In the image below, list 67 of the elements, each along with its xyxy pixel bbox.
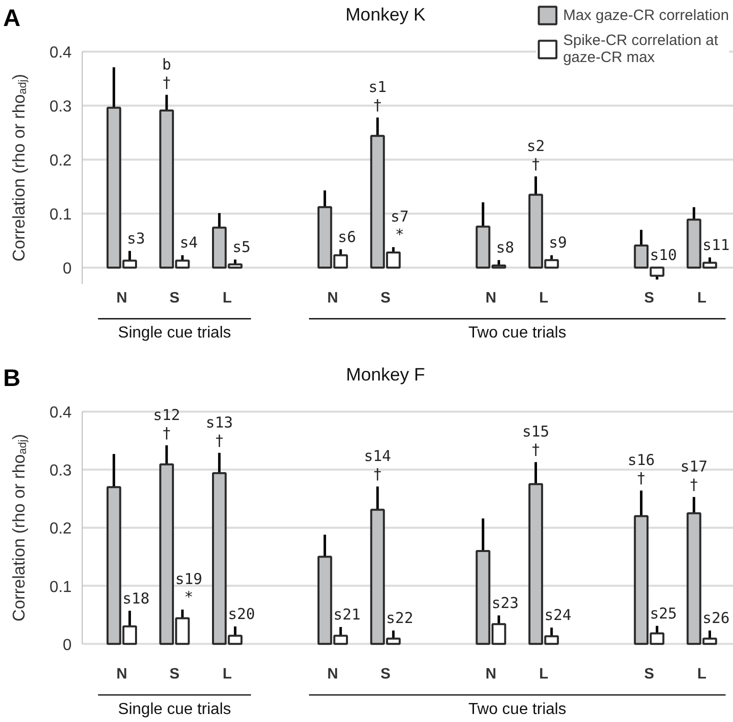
y-tick-label: 0.3 bbox=[49, 98, 72, 116]
y-tick-label: 0.3 bbox=[49, 462, 72, 480]
data-label: s9 bbox=[548, 234, 567, 252]
data-label: s8 bbox=[496, 238, 514, 257]
chart-title: Monkey F bbox=[346, 364, 425, 384]
legend-label: Spike-CR correlation at gaze-CR max bbox=[563, 32, 718, 66]
x-tick-label: S bbox=[380, 289, 390, 306]
data-label: s17 † bbox=[680, 457, 708, 494]
data-label: s23 bbox=[492, 594, 519, 612]
data-label: s24 bbox=[544, 606, 572, 624]
data-label: s7 * bbox=[390, 208, 409, 244]
data-label: s22 bbox=[386, 609, 414, 628]
x-tick-label: L bbox=[222, 666, 232, 683]
y-tick-label: 0 bbox=[62, 260, 72, 278]
data-label: s10 bbox=[650, 246, 677, 264]
data-label: b † bbox=[162, 55, 172, 92]
x-tick-label: L bbox=[222, 289, 232, 306]
data-label: s25 bbox=[650, 604, 677, 622]
y-tick-label: 0.4 bbox=[49, 44, 72, 62]
y-tick-label: 0.1 bbox=[49, 206, 72, 224]
text: Two cue trials bbox=[468, 700, 566, 718]
x-tick-label: N bbox=[486, 666, 496, 683]
x-tick-label: N bbox=[116, 289, 128, 306]
data-label: s26 bbox=[702, 609, 730, 628]
x-tick-label: L bbox=[539, 666, 548, 683]
x-tick-label: N bbox=[116, 666, 128, 683]
x-tick-label: S bbox=[644, 289, 654, 306]
x-tick-label: L bbox=[697, 666, 706, 683]
x-tick-label: N bbox=[327, 666, 338, 683]
chart-title: Monkey K bbox=[345, 4, 426, 24]
data-label: s6 bbox=[338, 228, 356, 246]
x-tick-label: S bbox=[170, 289, 180, 306]
y-tick-label: 0.2 bbox=[49, 152, 72, 170]
data-label: s11 bbox=[702, 236, 730, 254]
legend-label: Max gaze-CR correlation bbox=[563, 6, 729, 24]
y-tick-label: 0 bbox=[62, 636, 72, 654]
y-tick-label: 0.1 bbox=[49, 578, 72, 596]
x-tick-label: S bbox=[644, 666, 654, 683]
data-label: s3 bbox=[126, 229, 146, 248]
y-tick-label: 0.4 bbox=[49, 404, 72, 422]
text: Single cue trials bbox=[118, 700, 231, 718]
data-label: s2 † bbox=[526, 136, 545, 173]
data-label: s21 bbox=[333, 606, 361, 624]
data-label: s20 bbox=[228, 604, 256, 623]
data-label: s14 † bbox=[364, 447, 392, 484]
y-axis-title: Correlation (rho or rhoadj) bbox=[9, 434, 29, 622]
x-tick-label: L bbox=[697, 289, 706, 306]
data-label: s18 bbox=[122, 589, 150, 608]
text: Single cue trials bbox=[118, 324, 231, 342]
x-tick-label: L bbox=[539, 289, 548, 306]
data-label: s15 † bbox=[522, 422, 550, 459]
data-label: s16 † bbox=[628, 451, 655, 488]
text: B bbox=[3, 365, 20, 392]
data-label: s19 * bbox=[175, 570, 202, 606]
y-axis-title: Correlation (rho or rhoadj) bbox=[9, 74, 29, 262]
x-tick-label: S bbox=[170, 666, 180, 683]
data-label: s5 bbox=[232, 238, 251, 256]
text: A bbox=[3, 5, 20, 32]
x-tick-label: N bbox=[486, 289, 496, 306]
data-label: s12 † bbox=[153, 406, 180, 442]
text: Two cue trials bbox=[468, 324, 566, 342]
x-tick-label: N bbox=[327, 289, 338, 306]
data-label: s13 † bbox=[206, 413, 233, 450]
data-label: s1 † bbox=[368, 78, 387, 114]
x-tick-label: S bbox=[380, 666, 390, 683]
data-label: s4 bbox=[180, 234, 198, 252]
y-tick-label: 0.2 bbox=[49, 520, 72, 538]
